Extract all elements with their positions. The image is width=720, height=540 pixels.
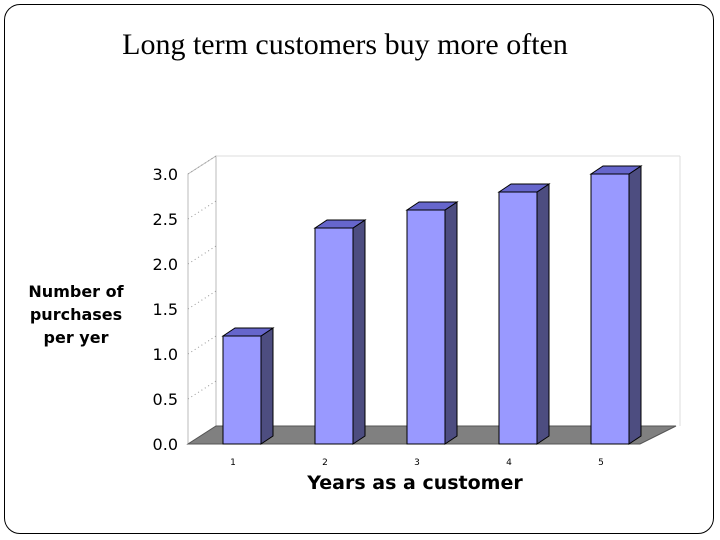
gridline [187,155,217,175]
bar [498,191,538,445]
bar [406,209,446,445]
gridline [187,380,217,400]
y-tick-label: 0.5 [153,390,178,409]
y-axis-label-line-3: per yer [43,328,109,347]
x-axis-label: Years as a customer [307,472,523,494]
gridline [187,335,217,355]
chart-title: Long term customers buy more often [122,28,568,61]
y-tick-label: 2.5 [153,210,178,229]
x-tick-label: 3 [414,458,420,468]
x-tick-label: 4 [506,458,512,468]
x-tick-label: 5 [598,458,604,468]
x-tick-label: 1 [230,458,236,468]
y-axis-label-line-1: Number of [28,282,124,301]
bar-side [536,183,550,445]
bar-side [260,327,274,445]
bar [222,335,262,445]
bar-side [444,201,458,445]
gridline [187,290,217,310]
bar-side [628,165,642,445]
y-tick-label: 2.0 [153,255,178,274]
y-tick-label: 1.5 [153,300,178,319]
y-axis-label-line-2: purchases [29,305,123,324]
bar [314,227,354,445]
bar-side [352,219,366,445]
gridline [187,200,217,220]
gridline [187,245,217,265]
y-tick-label: 3.0 [153,165,178,184]
y-axis-label: Number of purchases per yer [14,280,138,349]
bar [590,173,630,445]
x-tick-label: 2 [322,458,328,468]
y-tick-label: 1.0 [153,345,178,364]
y-tick-label: 0.0 [153,435,178,454]
